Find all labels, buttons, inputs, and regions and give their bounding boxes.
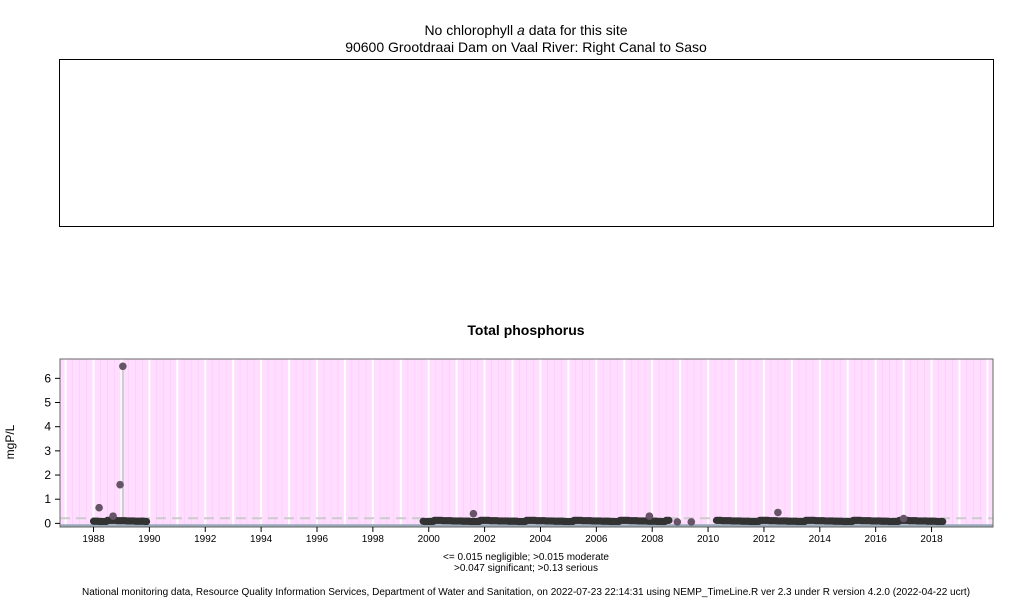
site-title: 90600 Grootdraai Dam on Vaal River: Righ…	[345, 39, 707, 55]
x-tick-label: 2014	[809, 534, 832, 545]
outlier-point	[109, 512, 117, 520]
x-tick-label: 2012	[753, 534, 776, 545]
x-tick-label: 2000	[418, 534, 441, 545]
chla-title-suffix: data for this site	[524, 22, 628, 38]
chla-empty-panel	[59, 59, 994, 227]
x-tick-label: 1998	[362, 534, 385, 545]
x-tick-label: 2016	[865, 534, 888, 545]
x-tick-label: 2002	[473, 534, 496, 545]
y-tick-label: 0	[44, 516, 51, 530]
footer-credit: National monitoring data, Resource Quali…	[81, 587, 971, 598]
x-tick-label: 2008	[641, 534, 664, 545]
outlier-point	[673, 518, 682, 526]
y-tick-label: 6	[44, 371, 51, 385]
x-tick-label: 2006	[585, 534, 608, 545]
chla-title-prefix: No chlorophyll	[424, 22, 518, 38]
data-point	[939, 517, 947, 526]
outlier-point	[645, 512, 654, 520]
legend-line-2: >0.047 significant; >0.13 serious	[454, 563, 598, 574]
threshold-band-serious	[60, 524, 993, 527]
tp-title: Total phosphorus	[467, 322, 585, 338]
chla-title: No chlorophyll a data for this site	[0, 22, 1024, 38]
x-tick-label: 2018	[920, 534, 943, 545]
y-axis-label: mgP/L	[3, 424, 17, 459]
outlier-point	[119, 362, 127, 371]
outlier-point	[687, 518, 696, 526]
x-tick-label: 2010	[697, 534, 720, 545]
x-tick-label: 1992	[194, 534, 217, 545]
plot-frame	[59, 358, 994, 528]
chla-title-italic: a	[517, 22, 525, 38]
y-tick-label: 3	[44, 444, 51, 458]
outlier-point	[469, 509, 478, 518]
x-tick-label: 1990	[138, 534, 161, 545]
outlier-point	[95, 503, 103, 512]
data-point	[142, 517, 151, 526]
y-tick-label: 2	[44, 468, 51, 482]
x-tick-label: 1996	[306, 534, 329, 545]
legend-line-1: <= 0.015 negligible; >0.015 moderate	[443, 552, 609, 563]
data-points	[89, 362, 947, 526]
axes: 0 1 2 3 4 5 6 1988 1990 1992 1994 1996 1998 2000 2002 2…	[44, 371, 943, 545]
y-tick-label: 1	[44, 492, 51, 506]
y-tick-label: 4	[44, 420, 51, 434]
outlier-point	[899, 514, 908, 523]
y-tick-label: 5	[44, 396, 51, 410]
grid-lines	[64, 359, 989, 527]
x-tick-label: 1988	[82, 534, 105, 545]
data-point	[665, 516, 673, 524]
x-tick-label: 1994	[250, 534, 273, 545]
outlier-point	[116, 480, 124, 489]
outlier-point	[774, 508, 782, 517]
x-tick-label: 2004	[529, 534, 552, 545]
